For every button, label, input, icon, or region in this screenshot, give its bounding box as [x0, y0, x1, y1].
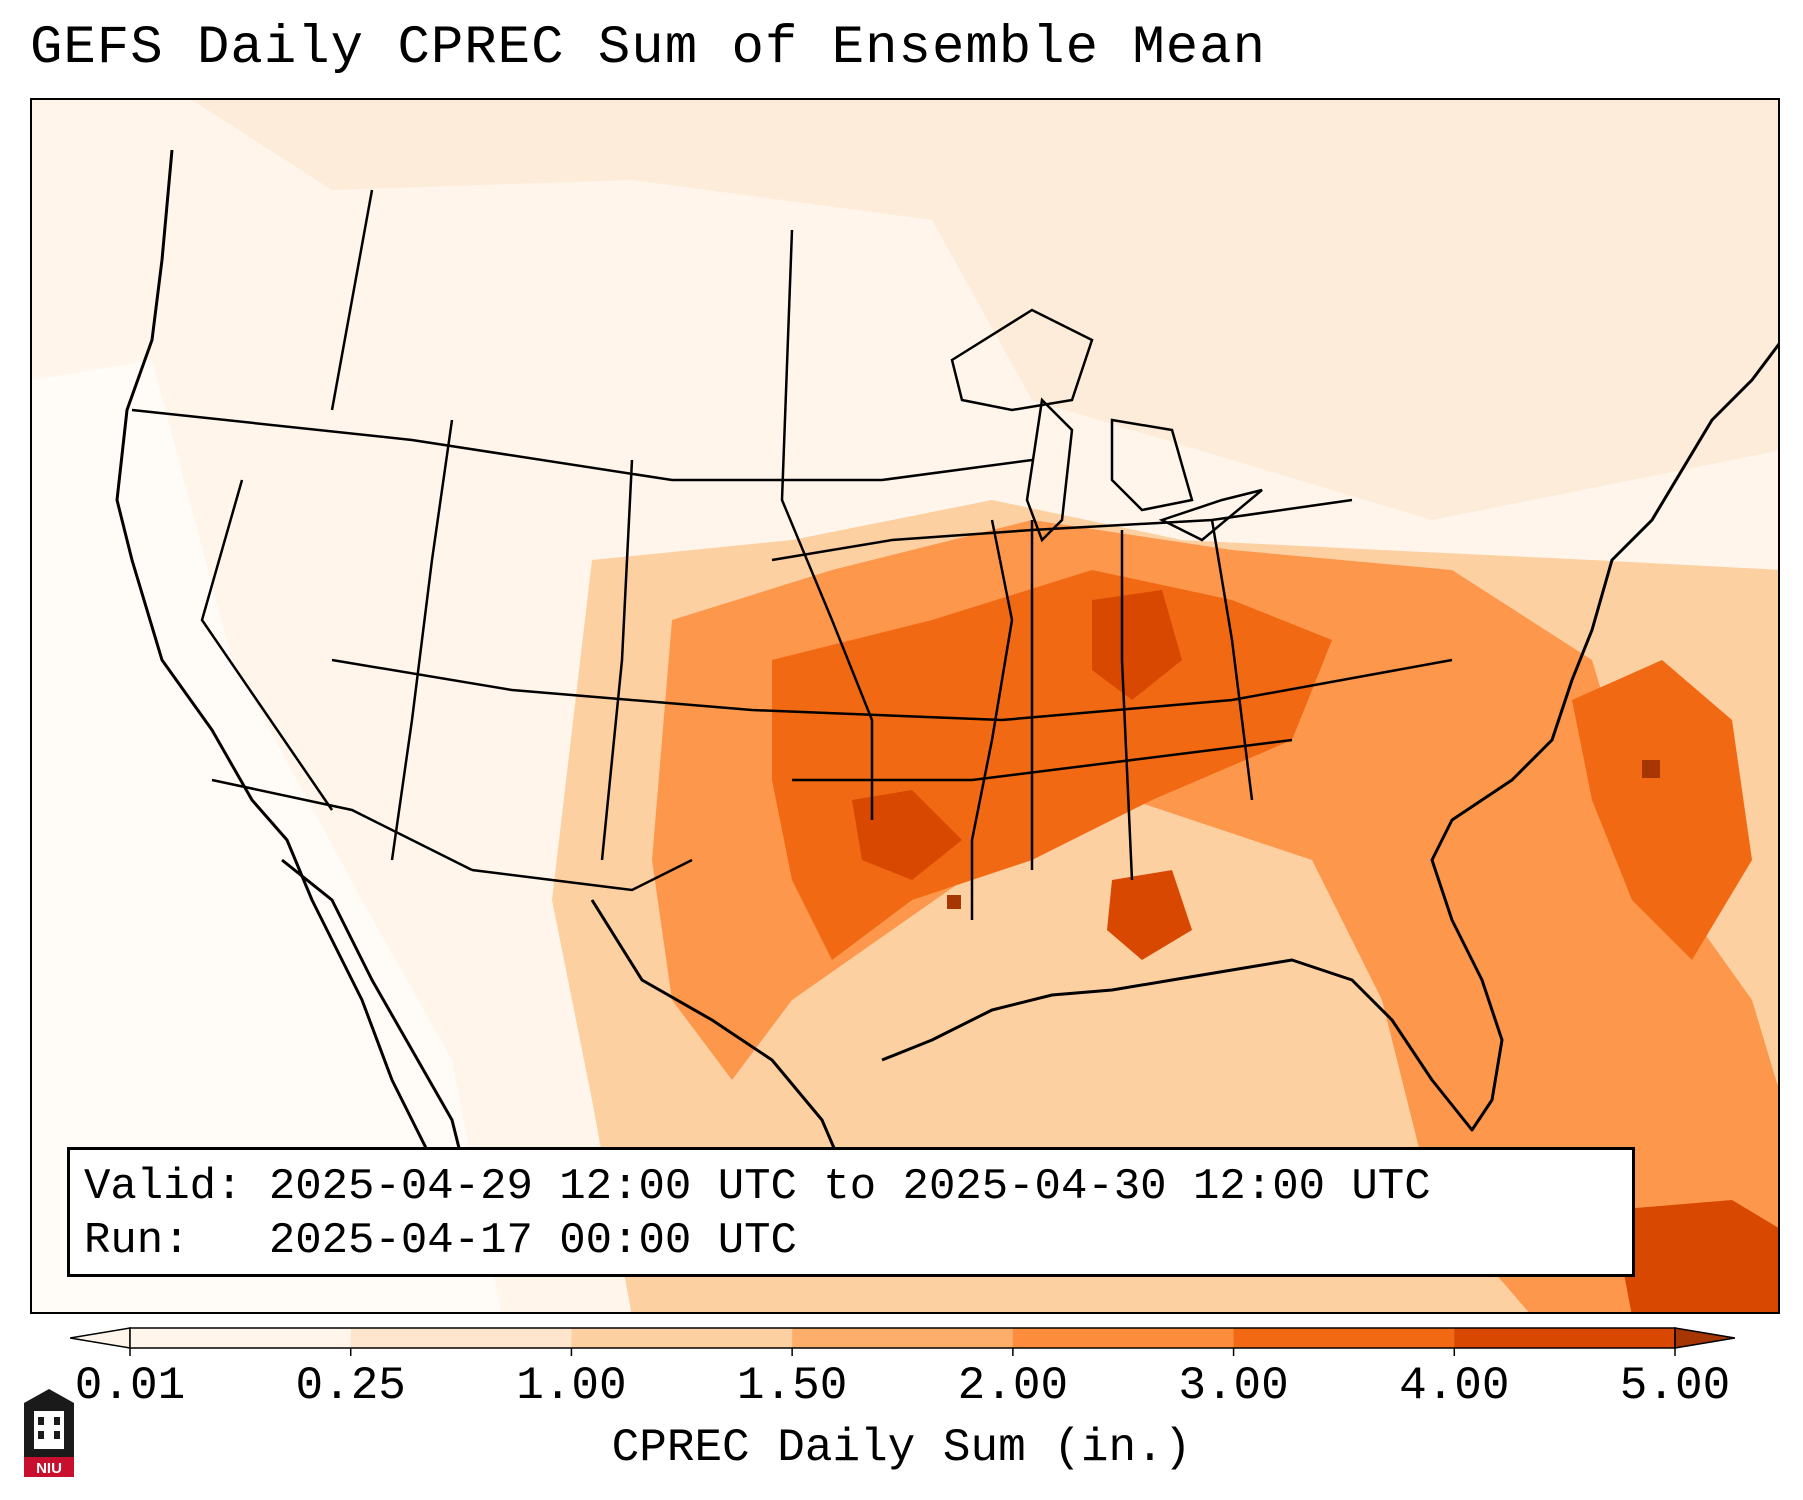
lake-michigan — [1025, 397, 1074, 543]
max-pocket-oklahoma — [852, 790, 962, 880]
us-mexico-nm — [471, 858, 693, 892]
logo-banner — [24, 1457, 74, 1477]
atlantic-heavy-area — [1572, 660, 1752, 960]
nevada-border — [200, 479, 334, 811]
colorbar-segment — [571, 1328, 793, 1348]
state-borders — [131, 189, 1453, 920]
max-cell-atlantic — [1642, 760, 1660, 778]
west-coast — [115, 149, 434, 1161]
max-pocket-illinois — [1092, 590, 1182, 700]
great-lakes — [950, 308, 1263, 543]
colorbar-outline — [129, 1327, 1676, 1349]
colorbar-segments — [130, 1328, 1676, 1348]
northern-light-band — [192, 100, 1778, 520]
colorbar-low-arrow — [70, 1327, 131, 1349]
colorbar-segment — [1012, 1328, 1235, 1348]
colorbar-tick-label: 5.00 — [1619, 1360, 1731, 1412]
northern-tier-line — [131, 408, 1033, 482]
colorado-nm-border — [600, 459, 634, 861]
colorbar-segment — [350, 1328, 572, 1348]
colorbar-tick-label: 1.00 — [516, 1360, 627, 1412]
indiana-ohio-border — [1120, 530, 1134, 881]
colorbar-high-arrow — [1674, 1327, 1735, 1349]
southern-line — [792, 738, 1293, 782]
mid-latitude-line — [771, 498, 1353, 562]
valid-line: Valid: 2025-04-29 12:00 UTC to 2025-04-3… — [84, 1162, 1431, 1212]
niu-logo: NIU — [24, 1389, 74, 1477]
max-cell-texas — [947, 895, 961, 909]
coastlines — [115, 149, 1778, 1261]
mississippi-river-line — [970, 519, 1014, 920]
36-parallel-line — [331, 658, 1453, 722]
colorbar-label: CPREC Daily Sum (in.) — [611, 1422, 1192, 1474]
colorbar-segment — [1454, 1328, 1676, 1348]
colorbar-segment — [792, 1328, 1014, 1348]
colorbar-tick-label: 3.00 — [1178, 1360, 1289, 1412]
max-pocket-mississippi — [1107, 870, 1192, 960]
gulf-atlantic-coast — [881, 342, 1778, 1132]
run-line: Run: 2025-04-17 00:00 UTC — [84, 1216, 797, 1266]
map-panel — [30, 98, 1780, 1314]
baja-gulf-coast — [281, 858, 474, 1201]
utah-arizona-border — [390, 419, 454, 861]
colorbar-tick-label: 2.00 — [957, 1360, 1069, 1412]
pacific-light-area — [32, 360, 502, 1312]
logo-text: NIU — [36, 1460, 62, 1477]
colorbar-ticks — [129, 1348, 1676, 1356]
logo-building — [34, 1411, 64, 1449]
colorbar-segment — [1233, 1328, 1455, 1348]
lake-erie — [1158, 488, 1263, 542]
dakota-ok-border — [780, 229, 874, 820]
colorbar — [70, 1327, 1735, 1356]
valid-info-box: Valid: 2025-04-29 12:00 UTC to 2025-04-3… — [67, 1147, 1635, 1277]
us-mexico-west — [211, 778, 473, 872]
lake-huron — [1110, 418, 1194, 512]
lake-superior — [950, 308, 1094, 412]
precip-map — [32, 100, 1778, 1312]
colorbar-tick-label: 0.01 — [74, 1360, 186, 1412]
idaho-border — [330, 189, 374, 411]
colorbar-tick-label: 0.25 — [295, 1360, 406, 1412]
colorbar-tick-label: 1.50 — [736, 1360, 848, 1412]
chart-title: GEFS Daily CPREC Sum of Ensemble Mean — [30, 18, 1266, 79]
caribbean-heavy-area — [1612, 1200, 1778, 1312]
colorbar-segment — [130, 1328, 352, 1348]
colorbar-tick-label: 4.00 — [1399, 1360, 1510, 1412]
